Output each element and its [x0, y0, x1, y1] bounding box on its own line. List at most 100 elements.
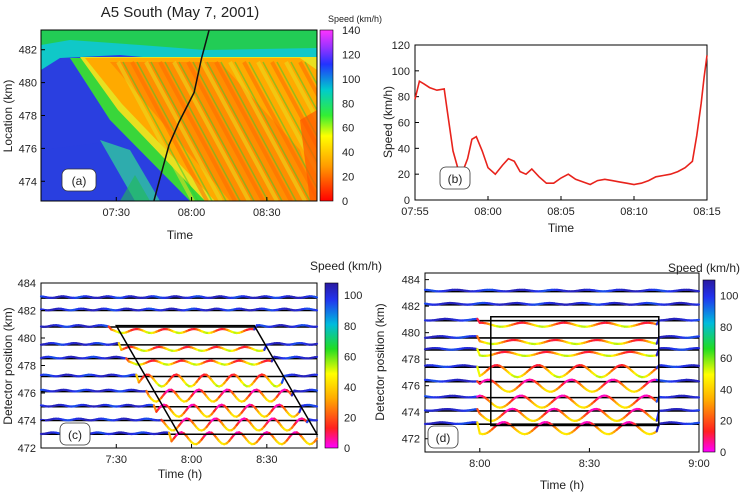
jam-stripe	[122, 61, 199, 201]
jam-stripe	[150, 61, 227, 201]
colorbar-tick-label: 60	[342, 123, 354, 135]
colorbar-tick-label: 120	[342, 49, 360, 61]
jam-stripe	[186, 61, 265, 201]
x-tick-label: 08:30	[253, 207, 281, 219]
y-tick-label: 120	[392, 40, 410, 52]
panel-d-frame	[424, 272, 700, 453]
panel-a-stripes	[116, 61, 317, 201]
panel-a-colorbar-label: Speed (km/h)	[328, 14, 382, 24]
panel-d-traces	[423, 288, 701, 436]
panel-b-label: (b)	[448, 172, 463, 186]
jam-stripe	[178, 61, 255, 201]
panel-b-ticks: 07:55 08:00 08:05 08:10 08:15 0 20 40 60 80 100 120	[392, 40, 721, 218]
colorbar-tick-label: 60	[720, 353, 732, 365]
y-tick-label: 484	[18, 278, 36, 290]
panel-d: 8:00 8:30 9:00 472 474 476 478 480 482 484 (d) Ti…	[373, 261, 740, 492]
panel-a-xlabel: Time	[167, 228, 194, 242]
jam-stripe	[200, 61, 279, 201]
panel-c-xlabel: Time (h)	[158, 467, 202, 481]
x-tick-label: 7:30	[106, 454, 127, 466]
panel-a-label: (a)	[72, 174, 87, 188]
colorbar-tick-label: 100	[342, 74, 360, 86]
x-tick-label: 8:00	[469, 458, 490, 470]
panel-d-ticks: 8:00 8:30 9:00 472 474 476 478 480 482 484	[402, 275, 710, 470]
y-tick-label: 482	[402, 301, 420, 313]
jam-stripe	[144, 61, 223, 201]
panel-c: 7:30 8:00 8:30 472 474 476 478 480 482 484 (c) Ti…	[1, 259, 382, 481]
x-tick-label: 8:30	[579, 458, 600, 470]
y-tick-label: 80	[398, 92, 410, 104]
y-tick-label: 472	[402, 434, 420, 446]
colorbar-tick-label: 60	[344, 351, 356, 363]
panel-c-colorbar-ticks: 0 20 40 60 80 100	[344, 290, 362, 455]
speed-trace-segment	[476, 348, 481, 357]
panel-a: A5 South (May 7, 2001) 07:30 08:00 08:30 47…	[1, 4, 382, 242]
colorbar-tick-label: 40	[342, 147, 354, 159]
x-tick-label: 07:55	[401, 206, 429, 218]
x-tick-label: 08:00	[178, 207, 206, 219]
y-tick-label: 482	[19, 45, 37, 57]
x-tick-label: 07:30	[103, 207, 131, 219]
x-tick-label: 08:15	[693, 206, 721, 218]
jam-stripe	[234, 61, 311, 201]
x-tick-label: 08:00	[474, 206, 502, 218]
x-tick-label: 8:30	[256, 454, 277, 466]
y-tick-label: 480	[19, 78, 37, 90]
colorbar-tick-label: 20	[342, 172, 354, 184]
panel-c-traces	[39, 295, 319, 446]
y-tick-label: 478	[18, 361, 36, 373]
x-tick-label: 08:10	[620, 206, 648, 218]
panel-d-box	[490, 316, 660, 427]
panel-b-ylabel: Speed (km/h)	[381, 86, 395, 158]
y-tick-label: 40	[398, 143, 410, 155]
colorbar-tick-label: 80	[720, 322, 732, 334]
y-tick-label: 474	[402, 407, 420, 419]
panel-a-ylabel: Location (km)	[1, 80, 15, 153]
y-tick-label: 478	[402, 354, 420, 366]
panel-d-ylabel: Detector position (km)	[373, 303, 387, 420]
y-tick-label: 474	[19, 176, 37, 188]
panel-c-ylabel: Detector position (km)	[1, 307, 15, 424]
panel-b-xlabel: Time	[548, 221, 575, 235]
jam-stripe	[220, 61, 297, 201]
y-tick-label: 474	[18, 416, 36, 428]
panel-c-ticks: 7:30 8:00 8:30 472 474 476 478 480 482 484	[18, 278, 278, 466]
y-tick-label: 20	[398, 169, 410, 181]
vehicle-trajectory	[153, 29, 210, 202]
speed-trace-segment	[313, 437, 319, 443]
colorbar-tick-label: 0	[720, 447, 726, 459]
colorbar-tick-label: 80	[342, 98, 354, 110]
y-tick-label: 0	[404, 195, 410, 207]
jam-stripe	[172, 61, 251, 201]
jam-stripe	[206, 61, 283, 201]
jam-stripe	[284, 61, 317, 124]
panel-a-colorbar	[319, 29, 334, 202]
jam-stripe	[158, 61, 237, 201]
panel-c-colorbar-label: Speed (km/h)	[310, 259, 382, 273]
panel-c-colorbar	[324, 282, 339, 449]
y-tick-label: 476	[18, 388, 36, 400]
x-tick-label: 08:05	[547, 206, 575, 218]
speed-trace-segment	[167, 431, 173, 443]
y-tick-label: 478	[19, 111, 37, 123]
panel-d-colorbar-ticks: 0 20 40 60 80 100	[720, 291, 738, 459]
colorbar-tick-label: 100	[720, 291, 738, 303]
colorbar-tick-label: 20	[344, 412, 356, 424]
y-tick-label: 480	[402, 328, 420, 340]
colorbar-tick-label: 0	[344, 443, 350, 455]
speed-trace-segment	[117, 342, 123, 351]
speed-trace-segment	[476, 421, 481, 435]
y-tick-label: 482	[18, 306, 36, 318]
colorbar-tick-label: 20	[720, 416, 732, 428]
colorbar-tick-label: 80	[344, 321, 356, 333]
jam-stripe	[214, 61, 293, 201]
jam-stripe	[242, 61, 317, 201]
y-tick-label: 476	[402, 381, 420, 393]
jam-stripe	[256, 61, 317, 176]
colorbar-tick-label: 140	[342, 25, 360, 37]
panel-c-box	[115, 324, 319, 436]
colorbar-tick-label: 40	[720, 384, 732, 396]
y-tick-label: 100	[392, 66, 410, 78]
panel-a-colorbar-ticks: 0 20 40 60 80 100 120 140	[342, 25, 360, 208]
